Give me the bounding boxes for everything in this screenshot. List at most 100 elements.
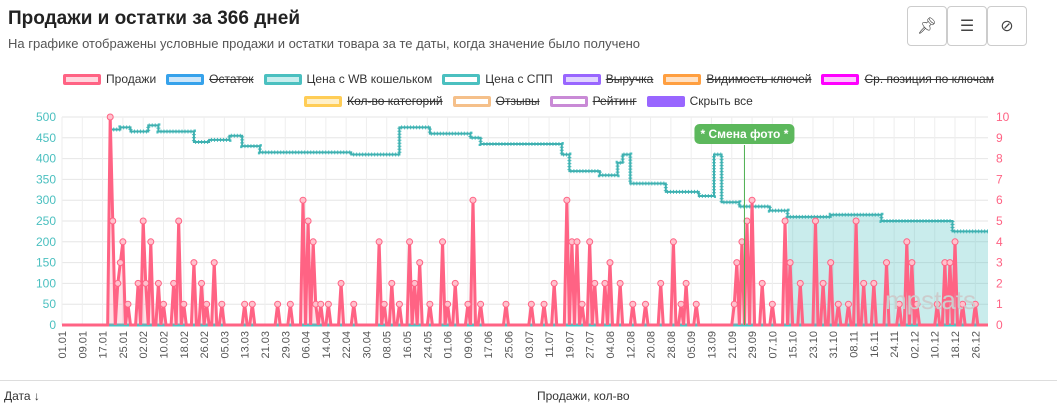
page-title: Продажи и остатки за 366 дней xyxy=(8,8,301,29)
legend-swatch xyxy=(663,73,702,85)
sales-point xyxy=(951,238,959,246)
sales-point xyxy=(170,279,178,287)
legend-swatch xyxy=(166,73,205,85)
sales-point xyxy=(692,300,700,308)
y-left-tick: 100 xyxy=(36,276,56,290)
sales-point xyxy=(781,217,789,225)
x-tick: 16.11 xyxy=(869,331,881,358)
sales-point xyxy=(154,279,162,287)
legend-row-2: Кол-во категорий Отзывы Рейтинг Скрыть все xyxy=(0,94,1057,108)
y-right-tick: 4 xyxy=(996,235,1003,249)
sales-point xyxy=(811,217,819,225)
x-tick: 23.10 xyxy=(808,331,820,359)
y-left-tick: 0 xyxy=(49,318,56,332)
x-tick: 31.10 xyxy=(828,331,840,359)
x-tick: 25.01 xyxy=(118,331,130,359)
legend-item[interactable]: Остаток xyxy=(166,72,254,86)
sales-point xyxy=(147,238,155,246)
sales-point xyxy=(586,238,594,246)
x-tick: 08.11 xyxy=(849,331,861,358)
legend-item[interactable]: Отзывы xyxy=(452,94,540,108)
annotation-box xyxy=(694,124,795,144)
x-tick: 13.03 xyxy=(240,331,252,359)
sales-point xyxy=(819,279,827,287)
y-right-tick: 6 xyxy=(996,193,1003,207)
x-tick: 29.03 xyxy=(280,331,292,359)
sales-point xyxy=(908,259,916,267)
sales-point xyxy=(395,300,403,308)
sales-point xyxy=(180,300,188,308)
legend-item[interactable]: Продажи xyxy=(63,72,156,86)
sales-point xyxy=(834,300,842,308)
x-tick: 27.07 xyxy=(585,331,597,359)
x-tick: 08.05 xyxy=(382,331,394,359)
legend-label: Цена с WB кошельком xyxy=(306,72,433,86)
column-date[interactable]: Дата ↓ xyxy=(4,389,40,403)
sales-point xyxy=(606,259,614,267)
x-tick: 29.09 xyxy=(747,331,759,359)
legend-label: Видимость ключей xyxy=(706,72,812,86)
sales-point xyxy=(733,259,741,267)
pin-button[interactable]: 📌︎ xyxy=(907,6,947,46)
x-tick: 30.04 xyxy=(361,331,373,359)
x-tick: 18.02 xyxy=(179,331,191,359)
sales-chart: 0 0 50 1 100 2 150 3 200 4 250 5 300 6 350 7 400 8 450 9 500… xyxy=(36,110,1010,359)
x-tick: 24.11 xyxy=(889,331,901,358)
sales-point xyxy=(578,300,586,308)
sales-point xyxy=(913,300,921,308)
legend-item[interactable]: Цена с СПП xyxy=(442,72,553,86)
x-tick: 15.10 xyxy=(788,331,800,359)
sales-point xyxy=(477,300,485,308)
list-button[interactable]: ☰ xyxy=(947,6,987,46)
legend-label: Остаток xyxy=(209,72,254,86)
legend-item[interactable]: Ср. позиция по ключам xyxy=(821,72,994,86)
sales-point xyxy=(109,217,117,225)
y-right-tick: 7 xyxy=(996,172,1003,186)
sales-point xyxy=(573,238,581,246)
sales-point xyxy=(411,279,419,287)
sales-point xyxy=(827,259,835,267)
y-right-tick: 10 xyxy=(996,110,1010,124)
legend-label: Цена с СПП xyxy=(485,72,553,86)
legend-item[interactable]: Цена с WB кошельком xyxy=(263,72,433,86)
sales-point xyxy=(317,300,325,308)
y-left-tick: 300 xyxy=(36,193,56,207)
sales-point xyxy=(416,259,424,267)
sales-point xyxy=(601,279,609,287)
sales-point xyxy=(139,217,147,225)
legend-item[interactable]: Скрыть все xyxy=(646,94,753,108)
x-tick: 02.12 xyxy=(909,331,921,359)
sales-point xyxy=(304,217,312,225)
sales-point xyxy=(106,113,114,121)
sales-point xyxy=(527,300,535,308)
sales-point xyxy=(669,238,677,246)
x-tick: 09.01 xyxy=(77,331,89,359)
x-tick: 28.08 xyxy=(666,331,678,359)
sales-point xyxy=(175,217,183,225)
legend-item[interactable]: Кол-во категорий xyxy=(304,94,443,108)
legend-item[interactable]: Рейтинг xyxy=(549,94,637,108)
legend-swatch xyxy=(304,95,343,107)
legend-label: Рейтинг xyxy=(592,94,637,108)
sales-point xyxy=(933,300,941,308)
sales-point xyxy=(190,259,198,267)
x-tick: 07.10 xyxy=(767,331,779,359)
x-tick: 02.02 xyxy=(138,331,150,359)
y-left-tick: 200 xyxy=(36,235,56,249)
legend-label: Продажи xyxy=(106,72,157,86)
legend-label: Кол-во категорий xyxy=(347,94,443,108)
legend-item[interactable]: Видимость ключей xyxy=(663,72,811,86)
sales-point xyxy=(114,279,122,287)
x-tick: 24.05 xyxy=(422,331,434,359)
legend-swatch xyxy=(549,95,588,107)
sales-point xyxy=(451,279,459,287)
sales-point xyxy=(116,259,124,267)
sales-point xyxy=(309,238,317,246)
column-sales[interactable]: Продажи, кол-во xyxy=(537,389,630,403)
hide-button[interactable]: ⊘ xyxy=(987,6,1027,46)
x-tick: 06.04 xyxy=(301,331,313,359)
legend-item[interactable]: Выручка xyxy=(562,72,653,86)
sales-point xyxy=(124,300,132,308)
x-tick: 20.08 xyxy=(646,331,658,359)
sales-point xyxy=(730,300,738,308)
